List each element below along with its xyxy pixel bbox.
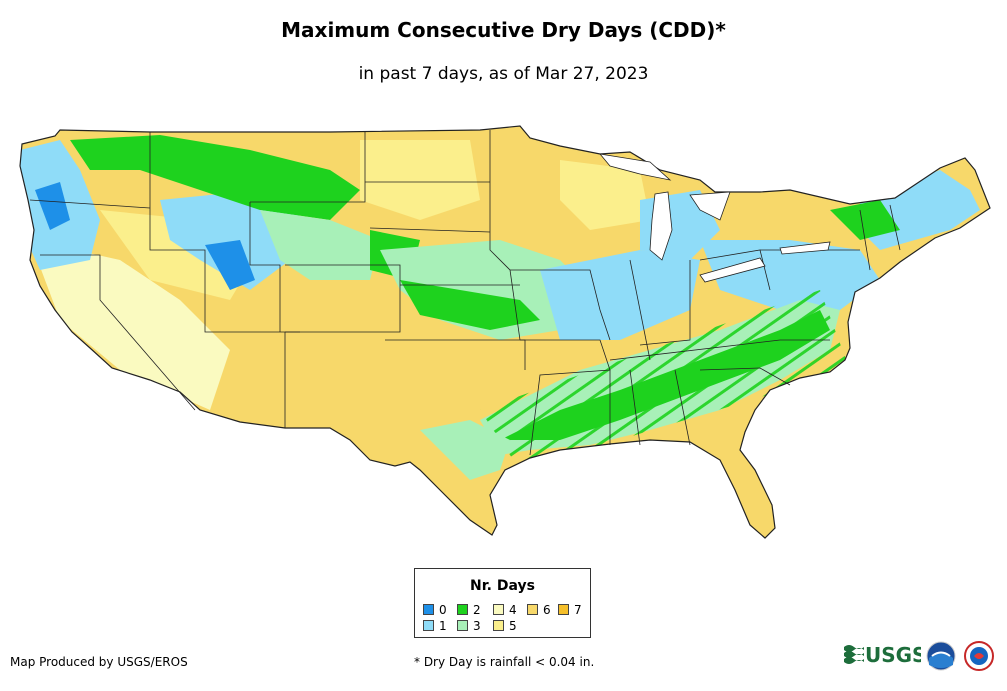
legend: Nr. Days 0 2 4 6 7 1 3 5 — [414, 568, 591, 638]
region-2-northern-rockies — [70, 135, 360, 220]
region-0-oregon — [35, 182, 70, 230]
noaa-logo-icon — [926, 641, 956, 671]
us-outline — [19, 125, 991, 539]
legend-item-6: 6 — [527, 604, 551, 616]
legend-label: 5 — [509, 619, 517, 633]
map-title: Maximum Consecutive Dry Days (CDD)* — [281, 18, 726, 42]
region-0-utah — [205, 240, 255, 290]
legend-title: Nr. Days — [470, 578, 535, 594]
legend-label: 1 — [439, 619, 447, 633]
legend-label: 3 — [473, 619, 481, 633]
legend-item-5: 5 — [493, 620, 517, 632]
nws-logo-icon — [964, 641, 994, 671]
usgs-logo: USGS — [844, 643, 921, 667]
map-subtitle: in past 7 days, as of Mar 27, 2023 — [358, 64, 649, 84]
legend-item-1: 1 — [423, 620, 447, 632]
legend-swatch — [493, 620, 504, 631]
legend-item-2: 2 — [457, 604, 481, 616]
legend-label: 2 — [473, 603, 481, 617]
region-2-new-england — [830, 200, 900, 240]
legend-swatch — [457, 604, 468, 615]
region-3-colorado — [260, 210, 380, 280]
us-cdd-map — [19, 125, 991, 539]
legend-swatch — [457, 620, 468, 631]
state-boundaries — [29, 130, 901, 456]
footnote-text: * Dry Day is rainfall < 0.04 in. — [414, 655, 595, 669]
legend-label: 6 — [543, 603, 551, 617]
region-2-kansas — [400, 280, 540, 330]
legend-swatch — [558, 604, 569, 615]
region-1-northeast — [700, 240, 880, 310]
legend-swatch — [423, 604, 434, 615]
legend-label: 4 — [509, 603, 517, 617]
region-2-streaks — [480, 290, 850, 470]
legend-item-7: 7 — [558, 604, 582, 616]
legend-swatch — [423, 620, 434, 631]
legend-label: 7 — [574, 603, 582, 617]
region-1-midwest — [540, 250, 700, 340]
legend-swatch — [527, 604, 538, 615]
region-5-northplains — [360, 140, 480, 220]
credit-text: Map Produced by USGS/EROS — [10, 655, 188, 669]
legend-item-3: 3 — [457, 620, 481, 632]
region-4-west — [30, 240, 230, 410]
region-3-texas-east — [420, 420, 510, 480]
legend-item-0: 0 — [423, 604, 447, 616]
legend-label: 0 — [439, 603, 447, 617]
legend-item-4: 4 — [493, 604, 517, 616]
legend-swatch — [493, 604, 504, 615]
great-lakes — [599, 153, 831, 283]
region-5-wisc — [560, 160, 650, 230]
svg-text:USGS: USGS — [865, 643, 921, 667]
